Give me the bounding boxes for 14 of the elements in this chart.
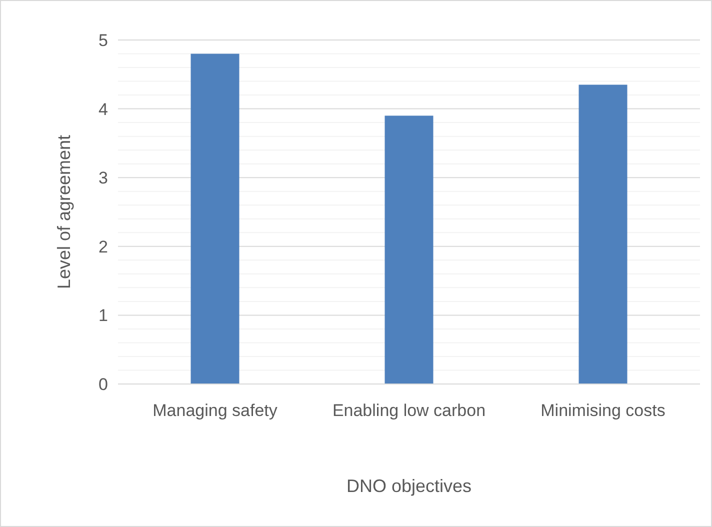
bar xyxy=(578,84,628,384)
bar xyxy=(384,116,434,384)
y-tick-label: 2 xyxy=(98,237,108,256)
y-axis-title: Level of agreement xyxy=(54,134,74,290)
x-tick-label: Enabling low carbon xyxy=(332,401,486,420)
bar xyxy=(190,54,240,384)
y-tick-label: 3 xyxy=(98,168,108,188)
x-tick-label: Managing safety xyxy=(152,401,278,420)
y-tick-label: 5 xyxy=(98,30,108,50)
x-axis-title: DNO objectives xyxy=(346,476,472,496)
x-tick-label: Minimising costs xyxy=(540,401,666,420)
y-tick-label: 0 xyxy=(98,374,108,394)
y-tick-label: 1 xyxy=(98,306,108,326)
y-tick-label: 4 xyxy=(98,100,108,119)
